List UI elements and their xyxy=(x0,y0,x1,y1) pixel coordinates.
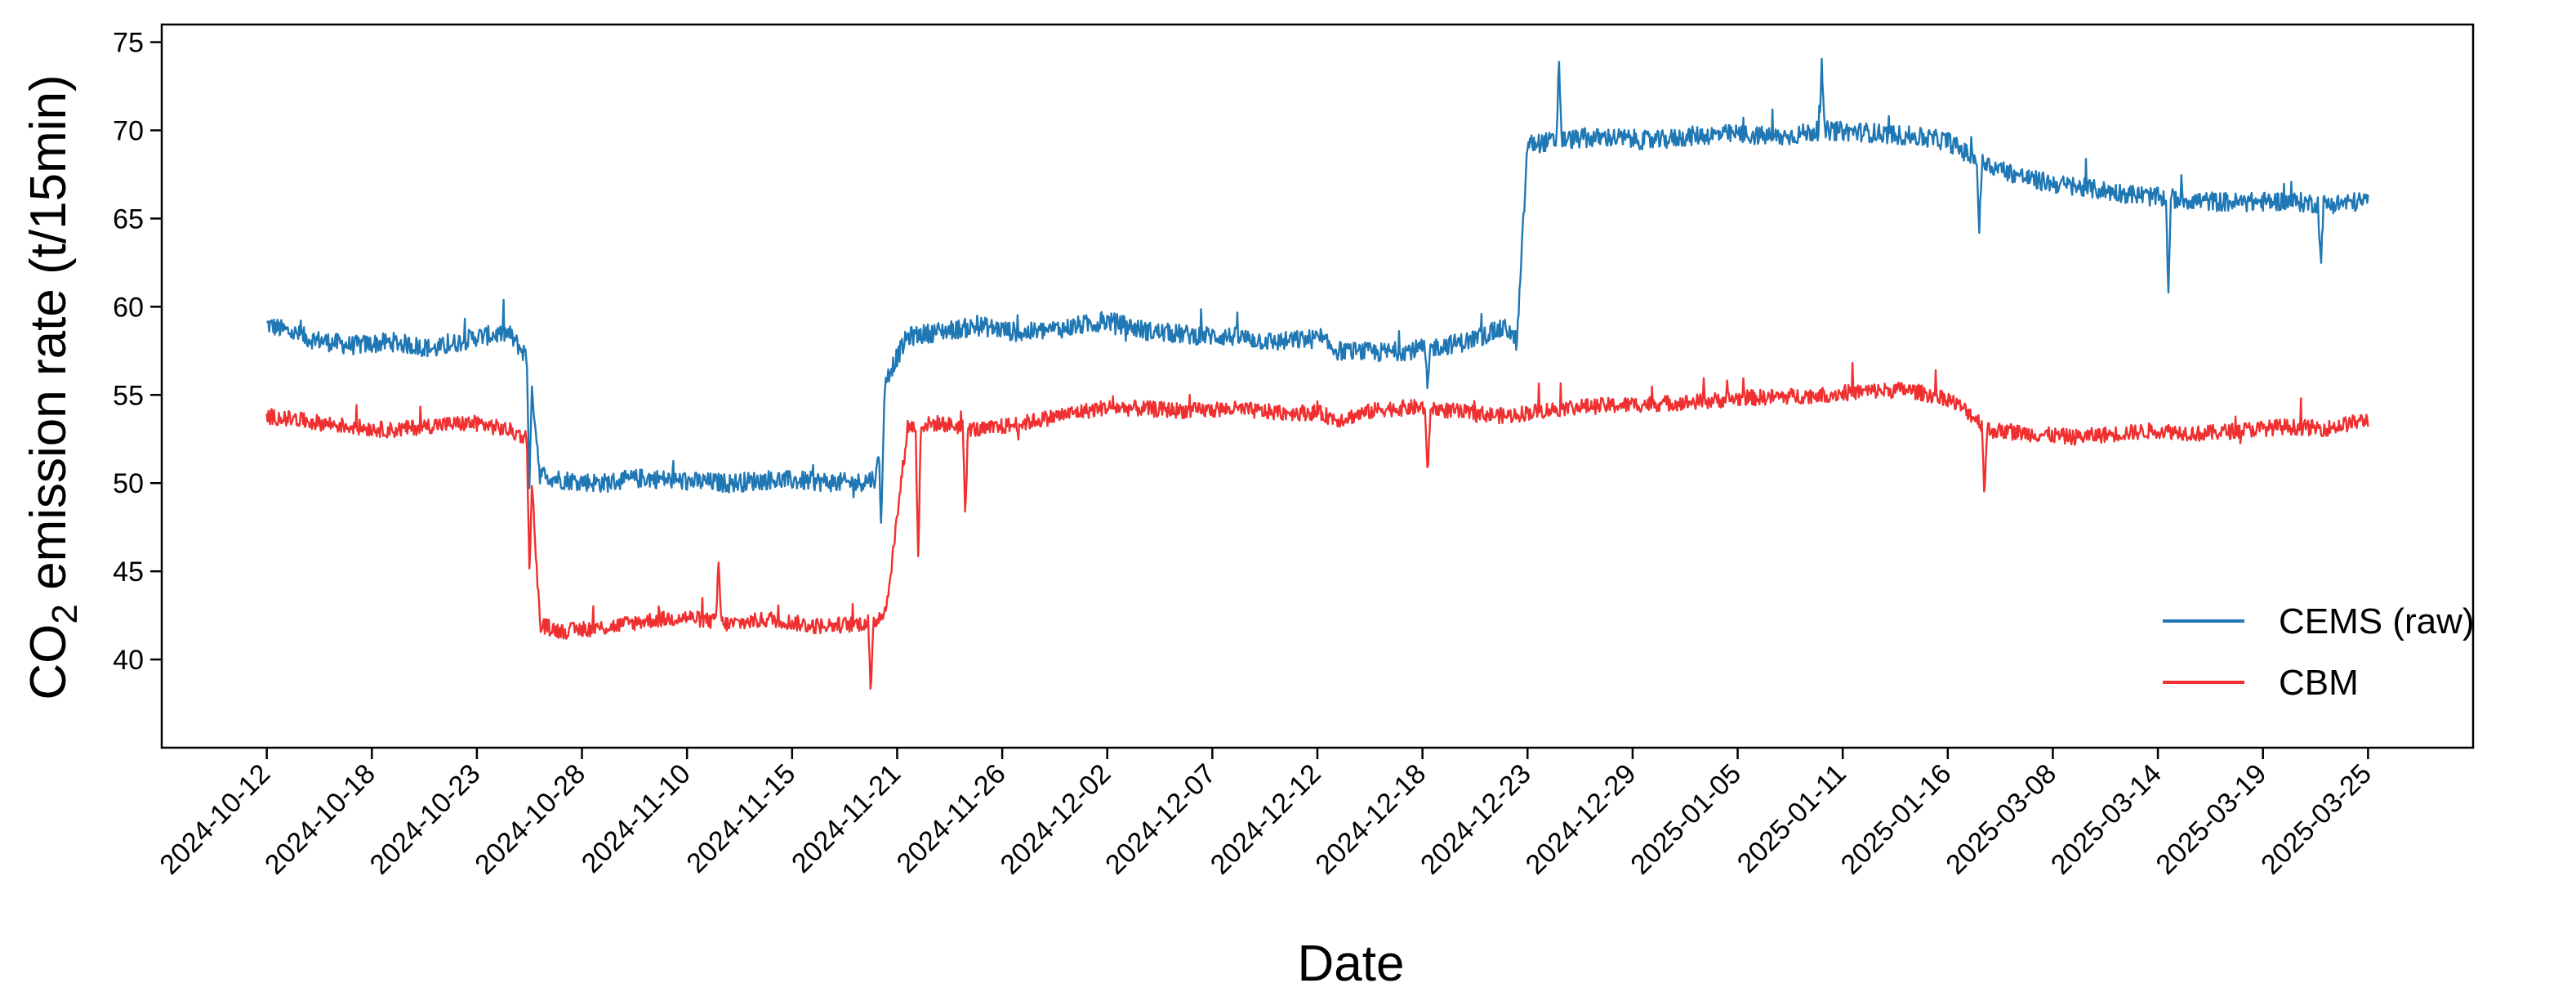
x-ticks: 2024-10-122024-10-182024-10-232024-10-28… xyxy=(154,748,2378,881)
x-tick-label: 2024-12-07 xyxy=(1099,758,1222,881)
legend: CEMS (raw) CBM xyxy=(2163,601,2475,703)
series-layer xyxy=(265,57,2369,690)
y-tick-label: 75 xyxy=(113,28,144,59)
y-axis-label-rest: emission rate (t/15min) xyxy=(20,74,77,604)
x-tick-label: 2024-11-10 xyxy=(576,758,697,879)
y-tick-label: 50 xyxy=(113,468,144,499)
x-tick-label: 2024-11-21 xyxy=(786,758,907,879)
y-axis-label: CO2 emission rate (t/15min) xyxy=(20,74,85,699)
x-tick-label: 2024-12-02 xyxy=(995,758,1117,881)
x-tick-label: 2024-10-28 xyxy=(469,758,591,881)
x-tick-label: 2024-11-26 xyxy=(891,758,1012,879)
x-tick-label: 2024-10-18 xyxy=(259,758,381,881)
x-tick-label: 2025-03-14 xyxy=(2045,758,2168,881)
legend-label-cems: CEMS (raw) xyxy=(2279,601,2475,641)
legend-label-cbm: CBM xyxy=(2279,663,2359,703)
y-tick-label: 45 xyxy=(113,556,144,588)
y-ticks: 40 45 50 55 60 65 70 75 xyxy=(113,28,162,676)
x-tick-label: 2025-01-05 xyxy=(1624,758,1747,881)
series-line-cbm xyxy=(265,361,2369,690)
y-tick-label: 65 xyxy=(113,203,144,235)
x-tick-label: 2024-10-23 xyxy=(364,758,487,881)
y-axis-label-sub: 2 xyxy=(45,604,85,623)
y-tick-label: 55 xyxy=(113,380,144,411)
plot-frame xyxy=(160,23,2475,749)
series-line-cems xyxy=(265,57,2369,524)
x-axis-label: Date xyxy=(1298,936,1405,992)
x-tick-label: 2024-11-15 xyxy=(680,758,801,879)
x-tick-label: 2024-12-12 xyxy=(1205,758,1327,881)
x-tick-label: 2025-03-25 xyxy=(2255,758,2378,881)
x-tick-label: 2024-12-18 xyxy=(1309,758,1432,881)
y-tick-label: 40 xyxy=(113,645,144,676)
x-tick-label: 2025-01-11 xyxy=(1731,758,1852,879)
y-tick-label: 70 xyxy=(113,116,144,147)
x-tick-label: 2025-03-08 xyxy=(1940,758,2062,881)
y-tick-label: 60 xyxy=(113,292,144,323)
x-tick-label: 2025-03-19 xyxy=(2150,758,2273,881)
x-tick-label: 2024-10-12 xyxy=(154,758,276,881)
x-tick-label: 2024-12-29 xyxy=(1520,758,1642,881)
y-axis-label-main: CO xyxy=(20,624,77,700)
ylabel-group: CO2 emission rate (t/15min) xyxy=(20,74,85,699)
x-tick-label: 2025-01-16 xyxy=(1835,758,1958,881)
x-tick-label: 2024-12-23 xyxy=(1415,758,1537,881)
